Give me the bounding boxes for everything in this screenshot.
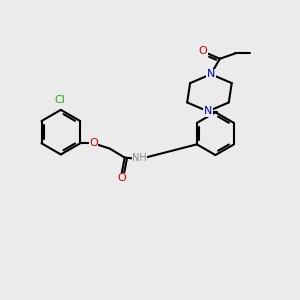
Text: N: N	[207, 69, 215, 79]
Text: O: O	[199, 46, 207, 56]
Text: Cl: Cl	[54, 95, 65, 105]
Text: O: O	[89, 138, 98, 148]
Text: O: O	[117, 173, 126, 183]
Text: N: N	[204, 106, 212, 116]
Text: NH: NH	[132, 153, 147, 163]
